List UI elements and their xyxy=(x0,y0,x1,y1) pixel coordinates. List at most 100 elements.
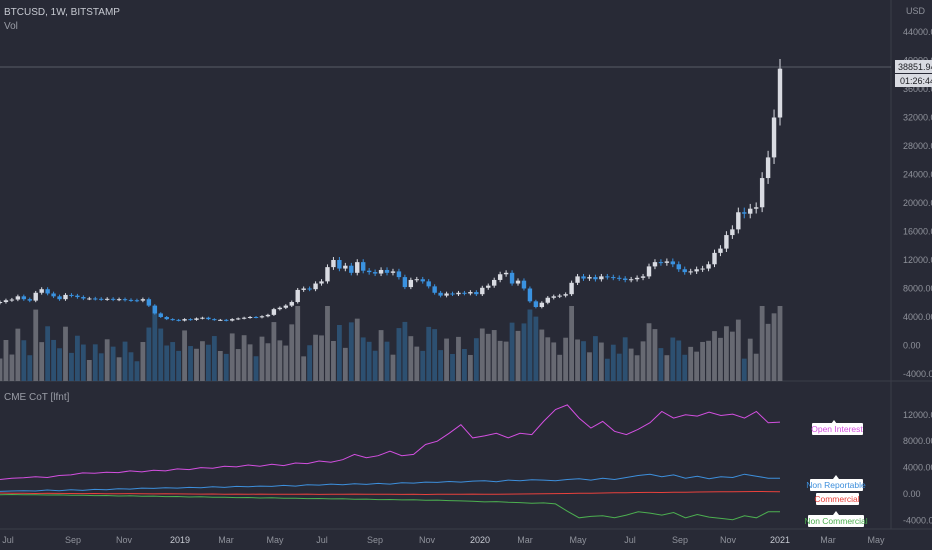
volume-bar xyxy=(557,354,563,381)
volume-bar xyxy=(27,355,33,381)
cot-tick-label: 4000.00 xyxy=(903,463,932,473)
symbol-legend[interactable]: BTCUSD, 1W, BITSTAMP xyxy=(4,7,120,18)
volume-bar xyxy=(479,328,485,381)
candle-body xyxy=(563,294,568,296)
volume-bar xyxy=(110,346,116,381)
volume-bars xyxy=(0,306,783,381)
candle-body xyxy=(771,117,777,158)
time-axis[interactable]: Jul Sep Nov 2019 Mar May Jul Sep Nov 2020 Mar May Ju… xyxy=(2,535,885,545)
candle-body xyxy=(402,277,408,288)
candle-body xyxy=(75,295,80,298)
volume-bar xyxy=(724,326,729,381)
volume-bar xyxy=(402,321,408,381)
price-candles xyxy=(0,58,783,322)
volume-bar xyxy=(336,325,342,381)
volume-bar xyxy=(664,355,670,381)
candle-body xyxy=(396,271,402,278)
time-axis-label: Jul xyxy=(2,535,14,545)
time-axis-label: Nov xyxy=(116,535,133,545)
candle-body xyxy=(742,212,747,214)
volume-bar xyxy=(747,338,753,381)
non-commercial-label: Non Commercial xyxy=(804,516,867,526)
volume-bar xyxy=(211,336,217,381)
candle-body xyxy=(527,288,533,302)
volume-bar xyxy=(414,346,420,381)
volume-bar xyxy=(69,352,74,381)
candle-body xyxy=(694,269,699,272)
candle-body xyxy=(497,274,503,280)
volume-bar xyxy=(128,352,134,381)
candle-body xyxy=(688,271,693,273)
candle-body xyxy=(331,260,336,268)
non-reportable-label: Non Reportable xyxy=(806,480,866,490)
volume-bar xyxy=(551,342,557,381)
volume-bar xyxy=(741,358,747,381)
indicator-legend[interactable]: CME CoT [lfnt] xyxy=(4,392,70,403)
volume-bar xyxy=(92,344,98,381)
price-tick-label: 24000.00 xyxy=(903,170,932,180)
candle-body xyxy=(247,317,253,318)
volume-bar xyxy=(491,330,497,381)
volume-bar xyxy=(587,352,592,381)
volume-bar xyxy=(134,361,140,381)
candle-body xyxy=(235,318,241,320)
volume-bar xyxy=(581,341,586,381)
volume-bar xyxy=(366,341,372,381)
volume-bar xyxy=(729,331,735,381)
candle-body xyxy=(557,295,562,297)
candle-body xyxy=(265,314,271,317)
candle-body xyxy=(9,299,15,301)
volume-bar xyxy=(462,349,467,381)
candle-body xyxy=(748,208,753,214)
price-tick-label: 16000.00 xyxy=(903,227,932,237)
price-tick-label: 4000.00 xyxy=(903,312,932,322)
open-interest-label: Open Interest xyxy=(811,424,863,434)
volume-bar xyxy=(9,354,15,381)
cot-tick-label: -4000.00 xyxy=(903,515,932,525)
volume-bar xyxy=(682,354,688,381)
volume-bar xyxy=(646,323,652,381)
candle-body xyxy=(366,270,372,273)
volume-bar xyxy=(456,336,461,381)
candle-body xyxy=(718,248,723,253)
commercial-label: Commercial xyxy=(814,494,859,504)
volume-bar xyxy=(670,337,676,381)
price-tick-label: 36000.00 xyxy=(903,84,932,94)
candle-body xyxy=(706,264,711,269)
volume-bar xyxy=(146,327,152,381)
volume-bar xyxy=(223,353,229,381)
volume-bar xyxy=(75,335,80,381)
volume-bar xyxy=(771,313,777,381)
candle-body xyxy=(646,266,652,277)
volume-bar xyxy=(426,326,432,381)
volume-bar xyxy=(545,337,551,381)
candle-body xyxy=(140,299,146,301)
candle-body xyxy=(378,269,384,274)
price-tick-label: 20000.00 xyxy=(903,198,932,208)
volume-bar xyxy=(277,340,283,381)
candle-body xyxy=(39,289,44,293)
non-reportable-label-pointer xyxy=(833,475,839,479)
volume-bar xyxy=(378,330,384,381)
volume-legend[interactable]: Vol xyxy=(4,21,18,32)
candle-body xyxy=(87,298,92,300)
candle-body xyxy=(664,261,670,263)
candle-body xyxy=(700,268,705,270)
candle-body xyxy=(408,279,414,288)
candle-body xyxy=(152,305,158,314)
volume-bar xyxy=(283,345,289,381)
price-tick-label: 28000.00 xyxy=(903,141,932,151)
volume-bar xyxy=(628,348,634,381)
time-axis-label: Jul xyxy=(624,535,636,545)
price-tick-label: 12000.00 xyxy=(903,255,932,265)
cot-tick-label: 0.00 xyxy=(903,489,921,499)
price-tick-label: 44000.00 xyxy=(903,27,932,37)
candle-body xyxy=(545,297,550,303)
volume-bar xyxy=(164,345,170,381)
candle-body xyxy=(349,265,354,273)
cot-scale[interactable]: 12000.00 8000.00 4000.00 0.00 -4000.00 xyxy=(903,410,932,526)
non-commercial-label-box xyxy=(808,515,864,527)
volume-bar xyxy=(634,355,640,381)
non-commercial-label-pointer xyxy=(833,511,839,515)
